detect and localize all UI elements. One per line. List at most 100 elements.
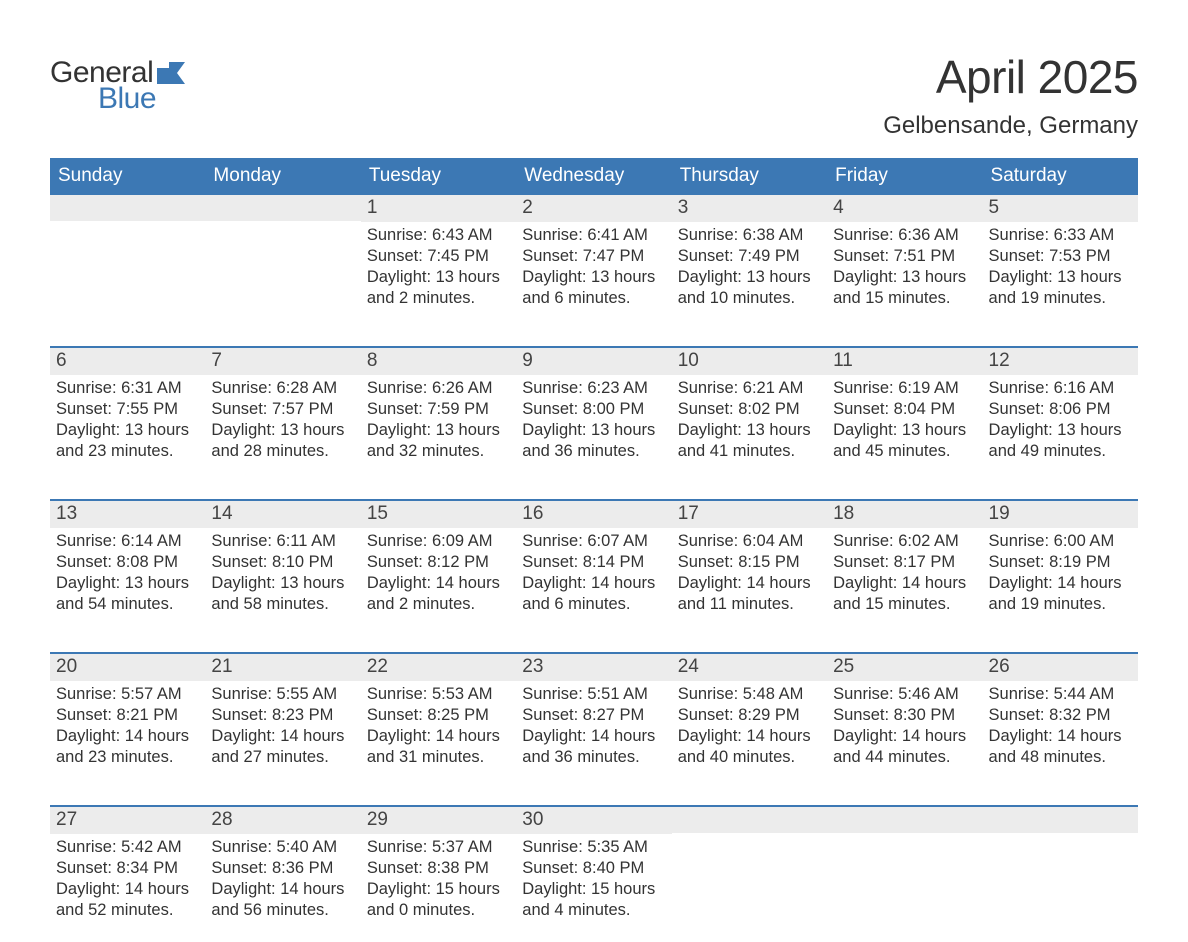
calendar-day: 27Sunrise: 5:42 AMSunset: 8:34 PMDayligh… (50, 807, 205, 942)
day-body (983, 833, 1138, 941)
day-number (50, 195, 205, 221)
sunset-text: Sunset: 7:45 PM (367, 246, 510, 267)
calendar-day: 14Sunrise: 6:11 AMSunset: 8:10 PMDayligh… (205, 501, 360, 636)
daylight-text: Daylight: 14 hours and 36 minutes. (522, 726, 665, 768)
sunset-text: Sunset: 7:55 PM (56, 399, 199, 420)
day-number: 21 (205, 654, 360, 681)
calendar-day: 3Sunrise: 6:38 AMSunset: 7:49 PMDaylight… (672, 195, 827, 330)
day-body: Sunrise: 5:48 AMSunset: 8:29 PMDaylight:… (672, 681, 827, 789)
day-body (205, 221, 360, 329)
sunrise-text: Sunrise: 6:31 AM (56, 378, 199, 399)
daylight-text: Daylight: 14 hours and 52 minutes. (56, 879, 199, 921)
day-body: Sunrise: 6:04 AMSunset: 8:15 PMDaylight:… (672, 528, 827, 636)
daylight-text: Daylight: 14 hours and 48 minutes. (989, 726, 1132, 768)
daylight-text: Daylight: 14 hours and 27 minutes. (211, 726, 354, 768)
sunset-text: Sunset: 8:40 PM (522, 858, 665, 879)
day-body: Sunrise: 6:31 AMSunset: 7:55 PMDaylight:… (50, 375, 205, 483)
day-body: Sunrise: 6:02 AMSunset: 8:17 PMDaylight:… (827, 528, 982, 636)
sunrise-text: Sunrise: 5:40 AM (211, 837, 354, 858)
logo: General Blue (50, 56, 185, 116)
day-number: 25 (827, 654, 982, 681)
day-number: 22 (361, 654, 516, 681)
calendar-day: 5Sunrise: 6:33 AMSunset: 7:53 PMDaylight… (983, 195, 1138, 330)
sunset-text: Sunset: 8:21 PM (56, 705, 199, 726)
calendar-day: 23Sunrise: 5:51 AMSunset: 8:27 PMDayligh… (516, 654, 671, 789)
calendar-day: 16Sunrise: 6:07 AMSunset: 8:14 PMDayligh… (516, 501, 671, 636)
sunrise-text: Sunrise: 5:37 AM (367, 837, 510, 858)
daylight-text: Daylight: 13 hours and 2 minutes. (367, 267, 510, 309)
sunset-text: Sunset: 7:47 PM (522, 246, 665, 267)
daylight-text: Daylight: 13 hours and 49 minutes. (989, 420, 1132, 462)
logo-text-blue: Blue (98, 82, 156, 116)
day-body (827, 833, 982, 941)
day-number: 5 (983, 195, 1138, 222)
sunrise-text: Sunrise: 6:23 AM (522, 378, 665, 399)
day-body: Sunrise: 6:19 AMSunset: 8:04 PMDaylight:… (827, 375, 982, 483)
calendar-day: 17Sunrise: 6:04 AMSunset: 8:15 PMDayligh… (672, 501, 827, 636)
sunset-text: Sunset: 8:38 PM (367, 858, 510, 879)
day-number: 30 (516, 807, 671, 834)
day-number: 10 (672, 348, 827, 375)
sunset-text: Sunset: 7:51 PM (833, 246, 976, 267)
calendar-day: 12Sunrise: 6:16 AMSunset: 8:06 PMDayligh… (983, 348, 1138, 483)
day-body: Sunrise: 5:53 AMSunset: 8:25 PMDaylight:… (361, 681, 516, 789)
calendar-day: 1Sunrise: 6:43 AMSunset: 7:45 PMDaylight… (361, 195, 516, 330)
sunrise-text: Sunrise: 6:04 AM (678, 531, 821, 552)
calendar-day (983, 807, 1138, 942)
daylight-text: Daylight: 13 hours and 23 minutes. (56, 420, 199, 462)
day-number: 14 (205, 501, 360, 528)
day-number: 26 (983, 654, 1138, 681)
calendar-week: 13Sunrise: 6:14 AMSunset: 8:08 PMDayligh… (50, 499, 1138, 636)
day-body: Sunrise: 6:16 AMSunset: 8:06 PMDaylight:… (983, 375, 1138, 483)
dow-monday: Monday (205, 158, 360, 195)
dow-friday: Friday (827, 158, 982, 195)
daylight-text: Daylight: 14 hours and 44 minutes. (833, 726, 976, 768)
sunrise-text: Sunrise: 5:57 AM (56, 684, 199, 705)
sunrise-text: Sunrise: 6:14 AM (56, 531, 199, 552)
sunset-text: Sunset: 7:59 PM (367, 399, 510, 420)
calendar-day: 6Sunrise: 6:31 AMSunset: 7:55 PMDaylight… (50, 348, 205, 483)
sunrise-text: Sunrise: 6:09 AM (367, 531, 510, 552)
calendar-day: 13Sunrise: 6:14 AMSunset: 8:08 PMDayligh… (50, 501, 205, 636)
day-number: 24 (672, 654, 827, 681)
calendar-day: 9Sunrise: 6:23 AMSunset: 8:00 PMDaylight… (516, 348, 671, 483)
daylight-text: Daylight: 15 hours and 4 minutes. (522, 879, 665, 921)
daylight-text: Daylight: 13 hours and 32 minutes. (367, 420, 510, 462)
sunrise-text: Sunrise: 5:44 AM (989, 684, 1132, 705)
sunrise-text: Sunrise: 6:19 AM (833, 378, 976, 399)
dow-saturday: Saturday (983, 158, 1138, 195)
title-block: April 2025 Gelbensande, Germany (883, 50, 1138, 140)
day-body: Sunrise: 5:57 AMSunset: 8:21 PMDaylight:… (50, 681, 205, 789)
sunrise-text: Sunrise: 6:38 AM (678, 225, 821, 246)
daylight-text: Daylight: 14 hours and 15 minutes. (833, 573, 976, 615)
day-number: 1 (361, 195, 516, 222)
sunrise-text: Sunrise: 6:41 AM (522, 225, 665, 246)
page-subtitle: Gelbensande, Germany (883, 112, 1138, 140)
calendar-day: 11Sunrise: 6:19 AMSunset: 8:04 PMDayligh… (827, 348, 982, 483)
weeks-container: 1Sunrise: 6:43 AMSunset: 7:45 PMDaylight… (50, 195, 1138, 942)
day-body: Sunrise: 5:40 AMSunset: 8:36 PMDaylight:… (205, 834, 360, 942)
calendar-day: 22Sunrise: 5:53 AMSunset: 8:25 PMDayligh… (361, 654, 516, 789)
calendar-day (205, 195, 360, 330)
day-body: Sunrise: 6:26 AMSunset: 7:59 PMDaylight:… (361, 375, 516, 483)
sunset-text: Sunset: 7:49 PM (678, 246, 821, 267)
calendar-week: 6Sunrise: 6:31 AMSunset: 7:55 PMDaylight… (50, 346, 1138, 483)
sunset-text: Sunset: 8:10 PM (211, 552, 354, 573)
calendar-day: 26Sunrise: 5:44 AMSunset: 8:32 PMDayligh… (983, 654, 1138, 789)
daylight-text: Daylight: 14 hours and 23 minutes. (56, 726, 199, 768)
calendar-day: 20Sunrise: 5:57 AMSunset: 8:21 PMDayligh… (50, 654, 205, 789)
header: General Blue April 2025 Gelbensande, Ger… (50, 50, 1138, 140)
sunset-text: Sunset: 8:27 PM (522, 705, 665, 726)
daylight-text: Daylight: 13 hours and 45 minutes. (833, 420, 976, 462)
day-body: Sunrise: 5:35 AMSunset: 8:40 PMDaylight:… (516, 834, 671, 942)
sunset-text: Sunset: 8:36 PM (211, 858, 354, 879)
calendar-day (672, 807, 827, 942)
sunset-text: Sunset: 8:15 PM (678, 552, 821, 573)
sunrise-text: Sunrise: 6:00 AM (989, 531, 1132, 552)
sunset-text: Sunset: 8:00 PM (522, 399, 665, 420)
daylight-text: Daylight: 14 hours and 19 minutes. (989, 573, 1132, 615)
calendar-day: 18Sunrise: 6:02 AMSunset: 8:17 PMDayligh… (827, 501, 982, 636)
daylight-text: Daylight: 13 hours and 54 minutes. (56, 573, 199, 615)
sunrise-text: Sunrise: 5:42 AM (56, 837, 199, 858)
daylight-text: Daylight: 13 hours and 41 minutes. (678, 420, 821, 462)
